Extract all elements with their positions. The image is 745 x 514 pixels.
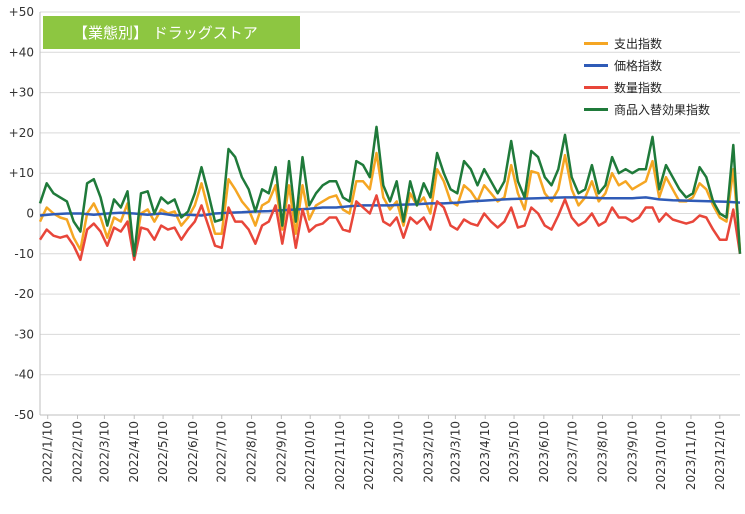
legend-swatch [584,41,608,45]
x-tick-label: 2023/7/10 [566,421,580,483]
x-tick-label: 2022/3/10 [97,421,111,483]
x-tick-label: 2022/12/10 [362,421,376,490]
y-tick-label: +40 [9,45,34,59]
legend-label: 数量指数 [614,80,663,95]
x-tick-label: 2023/4/10 [478,421,492,483]
y-tick-label: -20 [14,287,34,301]
y-tick-label: +10 [9,166,34,180]
x-tick-label: 2023/2/10 [421,421,435,483]
x-tick-label: 2022/9/10 [274,421,288,483]
x-tick-label: 2023/10/10 [654,421,668,490]
x-tick-label: 2023/5/10 [507,421,521,483]
x-tick-label: 2022/2/10 [71,421,85,483]
legend: 支出指数価格指数数量指数商品入替効果指数 [584,32,710,120]
chart-title: 【業態別】 ドラッグストア [43,16,300,49]
x-tick-label: 2023/9/10 [625,421,639,483]
legend-item: 価格指数 [584,54,710,76]
x-tick-label: 2023/3/10 [448,421,462,483]
x-tick-label: 2022/6/10 [186,421,200,483]
x-tick-label: 2022/11/10 [333,421,347,490]
x-tick-label: 2023/11/10 [684,421,698,490]
legend-swatch [584,63,608,67]
legend-label: 商品入替効果指数 [614,102,711,117]
y-tick-label: -50 [14,408,34,422]
x-tick-label: 2022/10/10 [303,421,317,490]
y-tick-label: +20 [9,126,34,140]
y-tick-label: -40 [14,368,34,382]
x-tick-label: 2022/7/10 [215,421,229,483]
series-line-3 [38,125,742,258]
y-tick-label: +50 [9,5,34,19]
x-tick-label: 2023/8/10 [596,421,610,483]
x-tick-label: 2022/8/10 [245,421,259,483]
x-tick-label: 2022/1/10 [41,421,55,483]
y-tick-label: -30 [14,327,34,341]
y-tick-label: 0 [26,207,34,221]
series-line-0 [38,151,742,256]
x-tick-label: 2022/4/10 [127,421,141,483]
x-tick-label: 2022/5/10 [156,421,170,483]
legend-item: 支出指数 [584,32,710,54]
legend-label: 支出指数 [614,36,663,51]
x-tick-label: 2023/6/10 [537,421,551,483]
legend-label: 価格指数 [614,58,663,73]
y-tick-label: +30 [9,86,34,100]
legend-item: 数量指数 [584,76,710,98]
series-line-2 [38,194,742,262]
x-tick-label: 2023/12/10 [713,421,727,490]
series-line-1 [39,196,741,217]
y-tick-label: -10 [14,247,34,261]
legend-swatch [584,107,608,111]
legend-item: 商品入替効果指数 [584,98,710,120]
legend-swatch [584,85,608,89]
x-tick-label: 2023/1/10 [392,421,406,483]
chart-title-text: 【業態別】 ドラッグストア [73,24,258,42]
